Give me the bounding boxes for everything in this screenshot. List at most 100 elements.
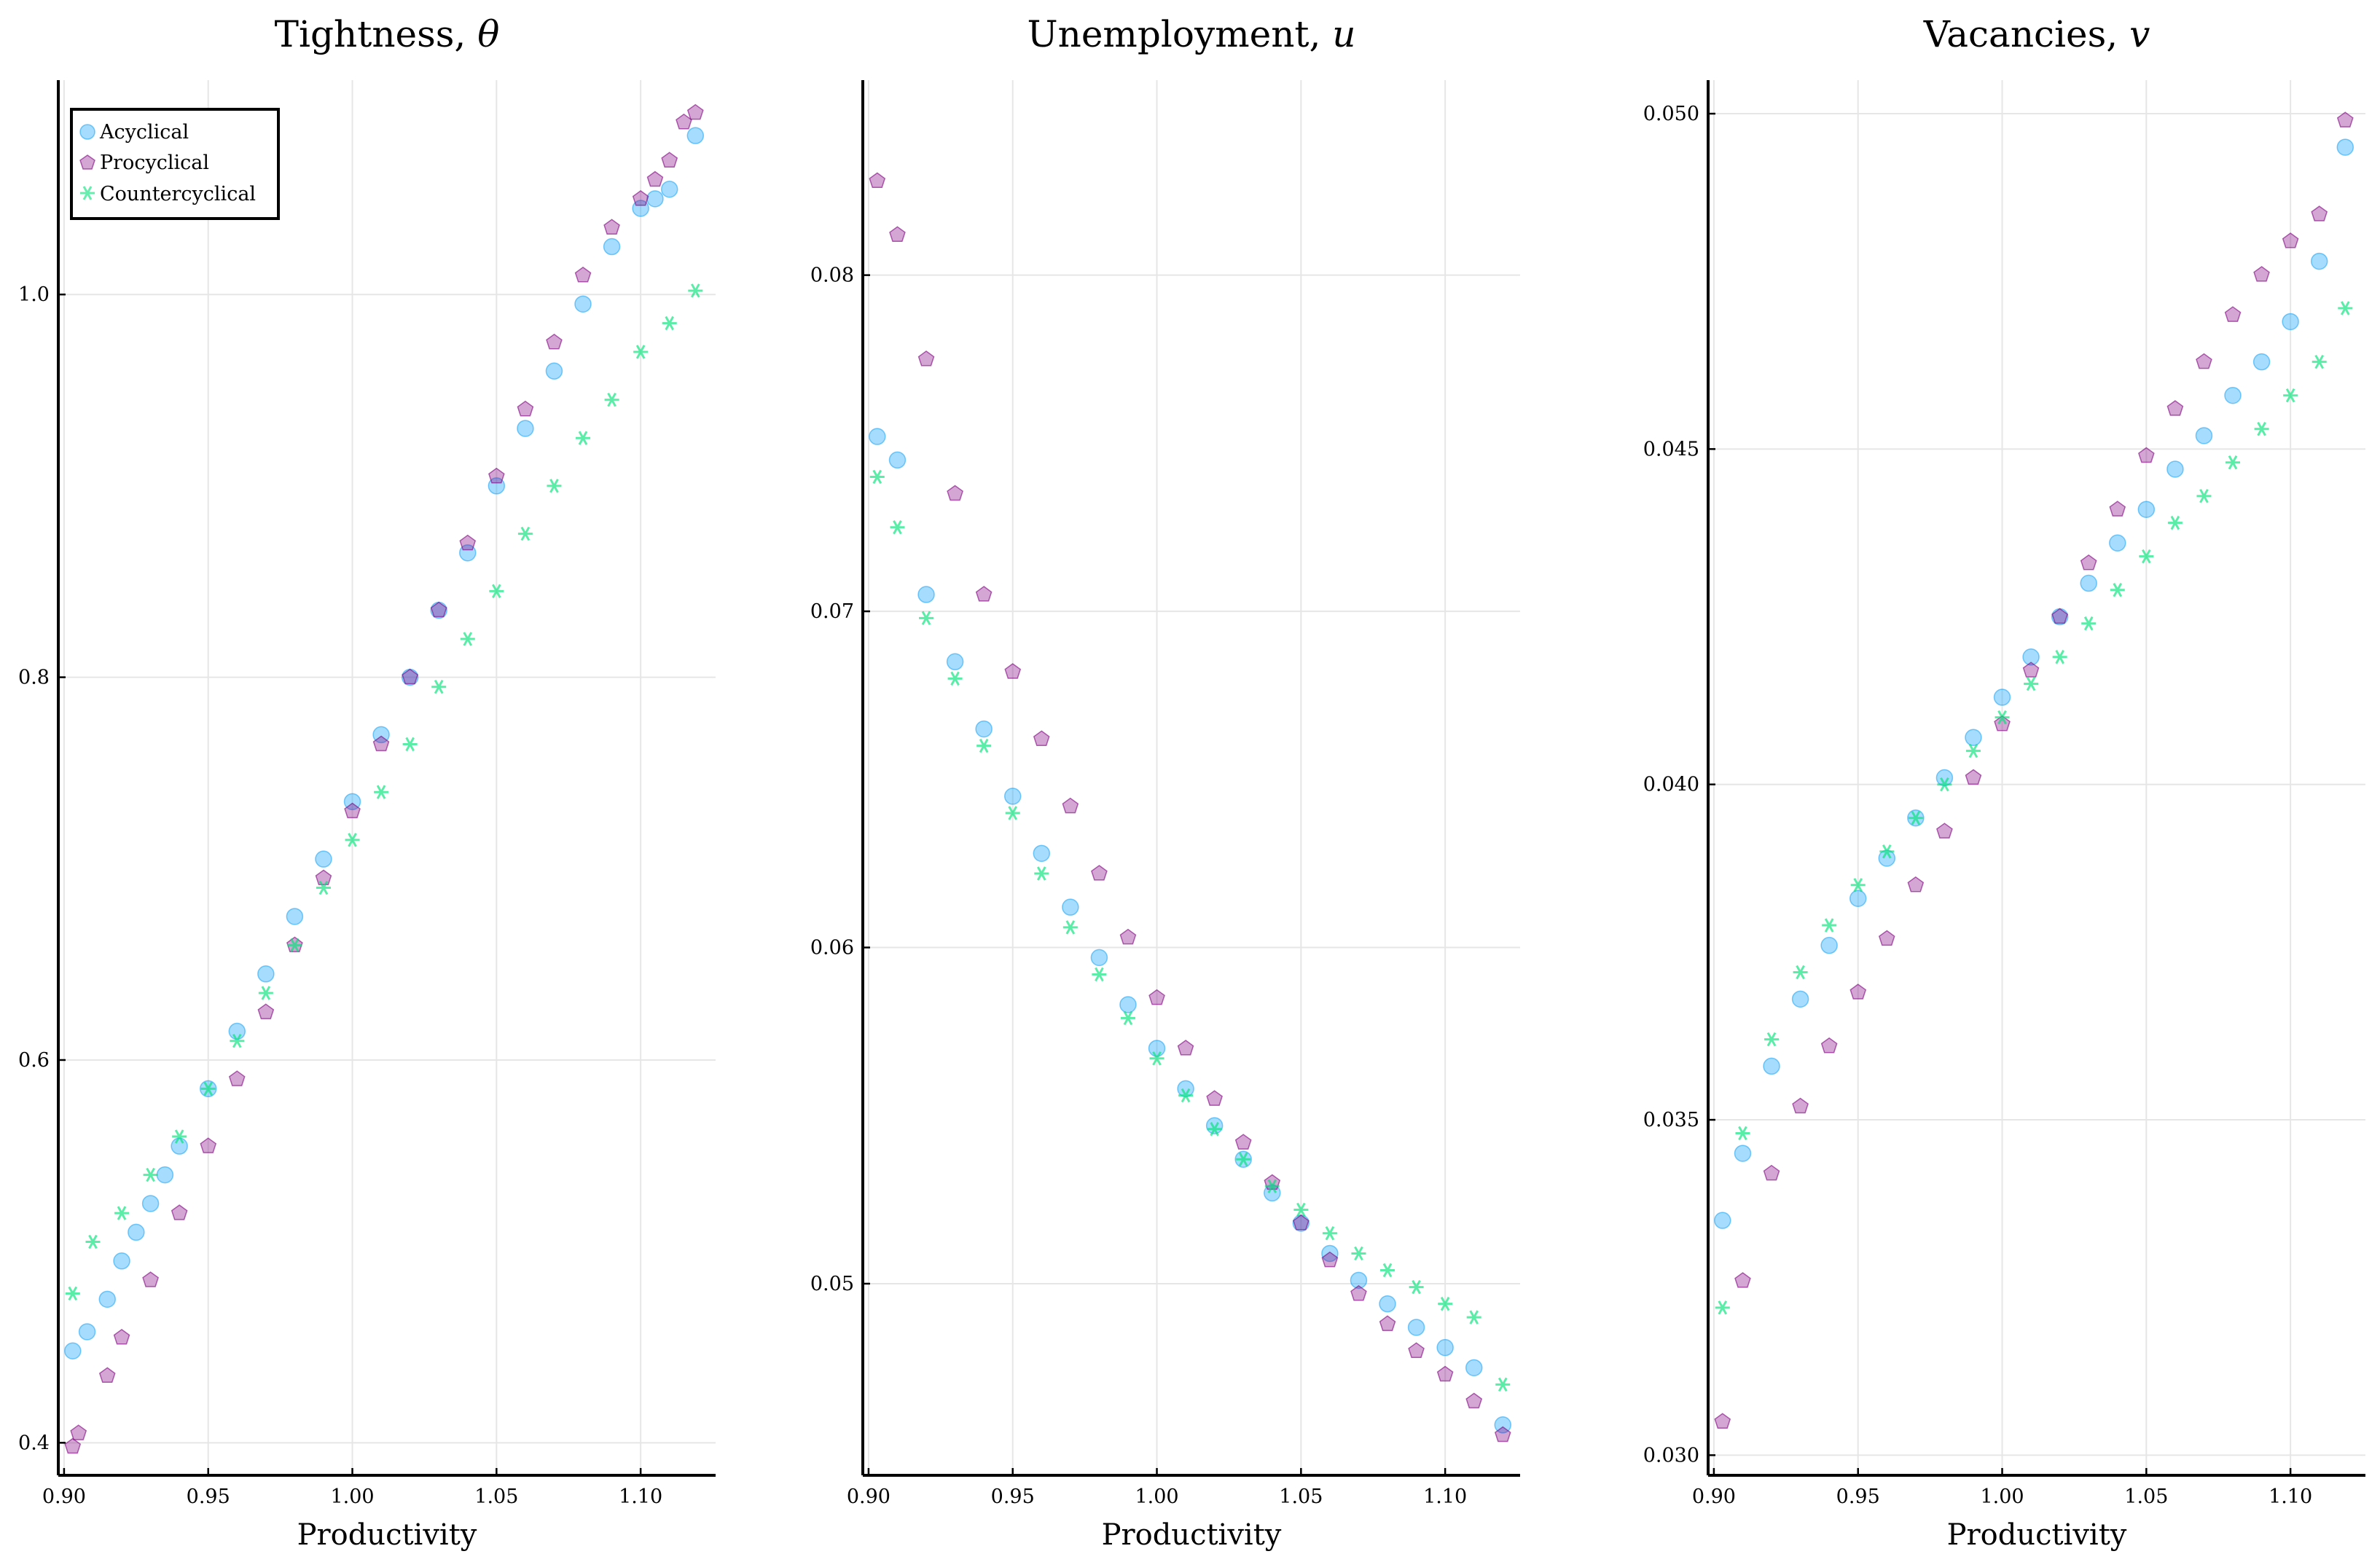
point-acyclical: [1714, 1212, 1731, 1229]
point-countercyclical: [316, 880, 331, 895]
point-acyclical: [98, 1290, 117, 1308]
x-tick-label: 0.95: [991, 1486, 1035, 1508]
y-tick-label: 0.06: [810, 937, 854, 959]
point-acyclical: [128, 1223, 145, 1241]
y-tick-label: 0.07: [810, 600, 854, 623]
point-procyclical: [1465, 1392, 1483, 1409]
panel-vacancies: Vacancies, v 0.90 0.95 1.00 1.05 1.100.0300.…: [1643, 13, 2365, 1552]
point-procyclical: [1820, 1037, 1838, 1053]
point-procyclical: [2166, 400, 2184, 416]
point-acyclical: [156, 1166, 174, 1184]
point-countercyclical: [85, 1234, 101, 1249]
point-acyclical: [1734, 1145, 1752, 1162]
series-vacancies: [1714, 111, 2354, 1429]
point-acyclical: [1062, 898, 1079, 916]
point-countercyclical: [2110, 582, 2125, 597]
x-axis-label-vacancies: Productivity: [1947, 1518, 2127, 1552]
point-procyclical: [1033, 730, 1050, 747]
point-acyclical: [1321, 1244, 1339, 1263]
point-acyclical: [1407, 1319, 1425, 1336]
x-axis-label-tightness: Productivity: [297, 1518, 477, 1552]
x-tick-label: 0.90: [847, 1486, 890, 1508]
point-acyclical: [975, 720, 993, 738]
point-procyclical: [1714, 1413, 1731, 1429]
point-countercyclical: [1092, 967, 1107, 982]
point-procyclical: [546, 333, 563, 350]
point-acyclical: [632, 200, 649, 217]
point-procyclical: [2109, 501, 2126, 517]
point-acyclical: [686, 127, 705, 144]
point-countercyclical: [402, 737, 418, 752]
point-countercyclical: [662, 315, 677, 331]
point-countercyclical: [345, 833, 360, 847]
point-countercyclical: [604, 392, 619, 407]
point-acyclical: [660, 180, 678, 198]
point-acyclical: [2310, 252, 2328, 270]
point-countercyclical: [287, 938, 302, 953]
ticks-tightness: 0.90 0.95 1.00 1.05 1.10 0.4 0.6 0.8 1.0: [18, 283, 662, 1508]
point-procyclical: [1408, 1342, 1425, 1358]
x-tick-label: 1.00: [1980, 1486, 2024, 1508]
point-countercyclical: [172, 1129, 187, 1144]
point-procyclical: [142, 1271, 159, 1287]
point-procyclical: [2080, 554, 2097, 570]
point-acyclical: [574, 295, 592, 313]
y-tick-label: 1.0: [18, 283, 50, 306]
point-acyclical: [1379, 1295, 1396, 1313]
point-countercyclical: [1149, 1051, 1164, 1066]
series-acyclical-tightness: [64, 127, 705, 1360]
point-procyclical: [1907, 876, 1925, 892]
point-procyclical: [344, 802, 361, 819]
point-procyclical: [113, 1328, 130, 1345]
x-tick-label: 1.10: [2269, 1486, 2312, 1508]
point-procyclical: [430, 601, 447, 618]
y-tick-label: 0.035: [1643, 1109, 1699, 1131]
x-tick-label: 1.05: [2124, 1486, 2168, 1508]
point-acyclical: [141, 1195, 160, 1212]
legend-label-acyclical: Acyclical: [99, 121, 189, 144]
point-procyclical: [869, 172, 886, 189]
point-procyclical: [889, 226, 906, 242]
point-countercyclical: [1380, 1263, 1395, 1278]
series-countercyclical-tightness: [65, 283, 703, 1301]
point-acyclical: [2166, 460, 2184, 478]
point-acyclical: [171, 1137, 188, 1155]
point-procyclical: [1293, 1214, 1310, 1231]
point-acyclical: [1090, 949, 1108, 967]
point-procyclical: [2282, 232, 2299, 248]
point-acyclical: [1033, 844, 1051, 863]
point-countercyclical: [547, 479, 562, 493]
point-acyclical: [228, 1022, 246, 1040]
point-countercyclical: [2167, 515, 2183, 530]
point-countercyclical: [688, 283, 703, 298]
y-tick-label: 0.8: [18, 667, 50, 689]
point-countercyclical: [374, 785, 389, 799]
point-procyclical: [315, 869, 332, 886]
point-countercyclical: [1351, 1246, 1366, 1261]
legend-label-countercyclical: Countercyclical: [100, 183, 256, 205]
point-procyclical: [98, 1367, 116, 1384]
point-countercyclical: [1034, 866, 1049, 881]
ticks-unemployment: 0.90 0.95 1.00 1.05 1.10 0.05 0.06 0.07 0.08: [810, 264, 1467, 1508]
legend-entry-procyclical: Procyclical: [79, 152, 209, 174]
point-procyclical: [70, 1424, 87, 1440]
point-procyclical: [1350, 1284, 1367, 1301]
point-countercyclical: [1995, 710, 2010, 725]
panel-unemployment: Unemployment, u 0.90 0.95 1.00 1.05 1.10 0.05…: [810, 13, 1520, 1552]
point-procyclical: [1965, 769, 1982, 785]
x-tick-label: 1.10: [1423, 1486, 1467, 1508]
x-tick-label: 1.10: [619, 1486, 662, 1508]
point-procyclical: [2311, 205, 2328, 221]
point-procyclical: [1792, 1097, 1809, 1114]
point-countercyclical: [1937, 777, 1952, 792]
x-tick-label: 1.05: [1279, 1486, 1323, 1508]
series-procyclical-vacancies: [1714, 111, 2354, 1429]
point-countercyclical: [230, 1033, 245, 1048]
point-acyclical: [78, 1323, 96, 1341]
point-countercyclical: [114, 1206, 130, 1220]
point-acyclical: [1148, 1040, 1166, 1057]
point-countercyclical: [633, 345, 649, 359]
point-procyclical: [2051, 608, 2068, 624]
x-tick-label: 0.90: [1692, 1486, 1736, 1508]
